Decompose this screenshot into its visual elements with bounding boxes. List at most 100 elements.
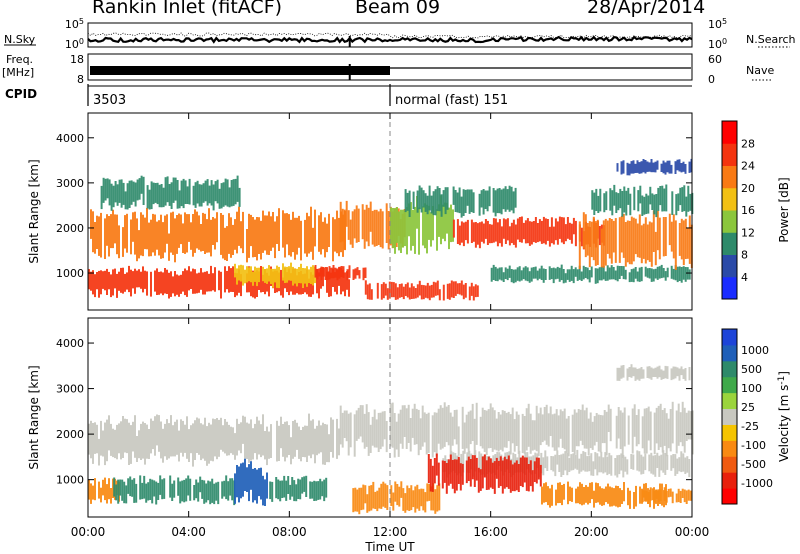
velocity-ytick-label-2: 3000 [56,383,84,396]
power-colorbar-swatch-0 [722,276,737,300]
noise-right-tick-top: 105 [708,17,727,31]
freq-tick-bottom: 8 [77,73,84,86]
power-ytick-label-3: 4000 [56,132,84,145]
power-colorbar-label-2: 12 [741,226,755,239]
power-ytick-label-2: 3000 [56,177,84,190]
velocity-colorbar-label-7: -1000 [741,477,773,490]
velocity-colorbar-title: Velocity [m s-1] [777,371,791,462]
freq-tick-top: 18 [70,53,84,66]
velocity-colorbar-label-0: 1000 [741,344,769,357]
power-region-7 [390,195,454,255]
power-colorbar-label-5: 24 [741,160,755,173]
velocity-colorbar-swatch-8 [722,360,737,378]
noise-left-tick-bottom: 100 [65,37,84,51]
cpid-label: CPID [5,87,37,101]
velocity-colorbar-label-5: -100 [741,439,766,452]
power-region-6 [364,280,479,301]
power-colorbar-label-6: 28 [741,137,755,150]
power-data-layer [88,158,694,301]
freq-bar [90,66,390,75]
freq-unit-label: [MHz] [2,66,34,79]
velocity-colorbar-label-6: -500 [741,458,766,471]
nave-tick-top: 60 [708,53,722,66]
velocity-region-1 [339,401,694,458]
velocity-colorbar-swatch-1 [722,472,737,489]
power-colorbar-label-0: 4 [741,271,748,284]
cpid-segment-0: 3503 [93,93,126,108]
power-region-9 [452,216,605,250]
power-region-3 [234,262,316,289]
noise-search-label: N.Search [746,33,796,46]
power-region-11 [578,210,693,270]
velocity-region-9 [427,453,542,494]
power-colorbar-title: Power [dB] [777,177,791,242]
velocity-ytick-label-0: 1000 [56,474,84,487]
freq-panel-frame [87,53,693,81]
noise-sky-trace [87,35,693,44]
time-tick-label-2: 08:00 [272,525,307,539]
power-ytick-label-1: 2000 [56,222,84,235]
velocity-ytick-label-1: 2000 [56,428,84,441]
velocity-y-axis-label: Slant Range [km] [27,365,41,469]
power-colorbar-swatch-3 [722,210,737,233]
time-axis-label: Time UT [364,540,415,554]
cpid-segment-1: normal (fast) 151 [395,93,508,108]
velocity-region-10 [541,481,667,509]
velocity-colorbar-frame [721,328,738,505]
power-y-axis-label: Slant Range [km] [27,159,41,263]
velocity-ytick-label-3: 4000 [56,337,84,350]
velocity-colorbar-swatch-6 [722,392,737,410]
velocity-colorbar-swatch-3 [722,440,737,457]
nave-tick-bottom: 0 [708,73,715,86]
station-title: Rankin Inlet (fitACF) [92,0,283,18]
power-colorbar-label-1: 8 [741,249,748,262]
velocity-region-8 [352,481,441,515]
time-tick-label-6: 00:00 [675,525,710,539]
power-colorbar-swatch-2 [722,232,737,255]
nave-label: Nave [746,64,774,77]
time-tick-label-4: 16:00 [473,525,508,539]
velocity-region-5 [113,475,236,506]
freq-label: Freq. [6,53,33,66]
power-colorbar-frame [721,120,738,300]
velocity-region-3 [616,364,691,381]
velocity-region-7 [269,475,328,502]
power-region-5 [314,265,367,281]
velocity-data-layer [88,364,694,515]
beam-title: Beam 09 [355,0,441,18]
power-region-2 [100,175,241,211]
noise-search-trace [87,32,693,39]
velocity-colorbar-swatch-4 [722,424,737,441]
velocity-colorbar-swatch-10 [722,329,737,346]
power-region-10 [490,264,691,284]
power-colorbar-swatch-7 [722,121,737,144]
power-region-8 [404,185,517,218]
power-colorbar-swatch-4 [722,187,737,211]
velocity-colorbar-swatch-0 [722,488,737,505]
date-title: 28/Apr/2014 [587,0,706,18]
power-ytick-label-0: 1000 [56,267,84,280]
time-tick-label-5: 20:00 [574,525,609,539]
velocity-region-11 [641,487,692,504]
velocity-colorbar-swatch-2 [722,456,737,473]
time-tick-label-1: 04:00 [171,525,206,539]
noise-sky-label: N.Sky [4,33,36,46]
velocity-region-6 [234,458,268,506]
power-region-1 [90,206,346,263]
velocity-colorbar-label-4: -25 [741,420,759,433]
power-colorbar-label-4: 20 [741,182,755,195]
velocity-colorbar-swatch-5 [722,408,737,425]
velocity-region-0 [88,413,340,467]
time-tick-label-3: 12:00 [373,525,408,539]
power-colorbar-swatch-1 [722,254,737,278]
power-colorbar-label-3: 16 [741,204,755,217]
velocity-colorbar-label-3: 25 [741,401,755,414]
power-region-13 [616,158,693,176]
noise-left-tick-top: 105 [65,17,84,31]
power-colorbar-swatch-5 [722,165,737,189]
noise-panel-frame [87,22,693,48]
time-tick-label-0: 00:00 [71,525,106,539]
velocity-colorbar-swatch-7 [722,376,737,394]
